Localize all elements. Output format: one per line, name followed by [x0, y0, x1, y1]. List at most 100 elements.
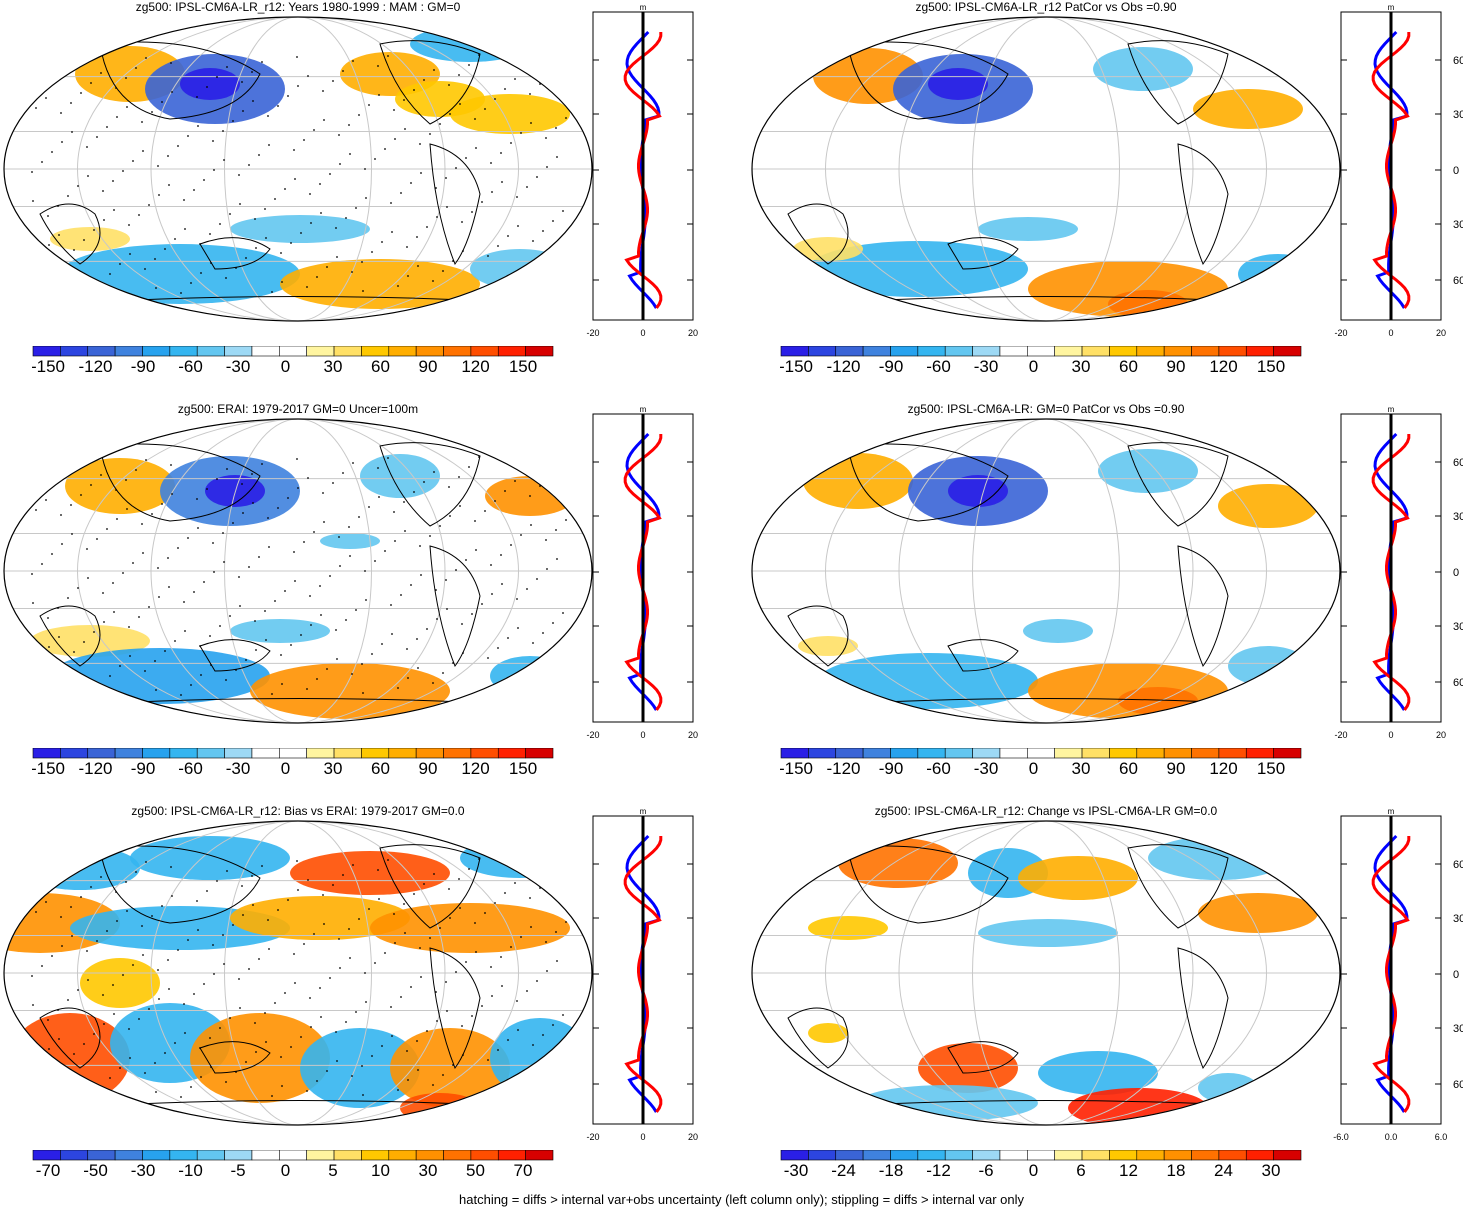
stipple-dot [419, 947, 421, 949]
stipple-dot [410, 182, 412, 184]
stipple-dot [406, 648, 408, 650]
coastline [429, 947, 481, 1070]
stipple-dot [516, 1000, 518, 1002]
stipple-dot [255, 247, 257, 249]
stipple-dot [281, 683, 283, 685]
anomaly-region [320, 533, 380, 549]
stipple-dot [113, 611, 115, 613]
stipple-dot [293, 551, 295, 553]
stipple-dot [342, 874, 344, 876]
stipple-dot [100, 876, 102, 878]
anomaly-region [490, 656, 570, 696]
stipple-dot [32, 200, 34, 202]
colorbar-swatch [525, 346, 554, 357]
stipple-dot [241, 483, 243, 485]
anomaly-region [803, 453, 913, 509]
stipple-dot [32, 1004, 34, 1006]
stipple-dot [125, 479, 127, 481]
stipple-dot [500, 554, 502, 556]
coastline [1127, 844, 1229, 929]
stipple-dot [47, 215, 49, 217]
stipple-dot [119, 665, 121, 667]
stipple-dot [116, 518, 118, 520]
stipple-dot [404, 932, 406, 934]
stipple-dot [281, 1085, 283, 1087]
stipple-dot [400, 996, 402, 998]
stipple-dot [45, 901, 47, 903]
map-p3 [3, 418, 593, 724]
stipple-dot [400, 192, 402, 194]
stipple-dot [193, 189, 195, 191]
stipple-dot [556, 156, 558, 158]
stipple-dot [229, 1017, 231, 1019]
panel-title: zg500: IPSL-CM6A-LR_r12: Change vs IPSL-… [874, 804, 1218, 818]
stipple-dot [58, 234, 60, 236]
stipple-dot [362, 692, 364, 694]
stipple-dot [100, 474, 102, 476]
stipple-dot [420, 172, 422, 174]
stipple-dot [516, 598, 518, 600]
anomaly-region [390, 1028, 510, 1108]
stipple-dot [371, 251, 373, 253]
panel-p5: zg500: IPSL-CM6A-LR_r12: Bias vs ERAI: 1… [0, 804, 740, 1204]
stipple-dot [377, 467, 379, 469]
stipple-dot [119, 1067, 121, 1069]
stipple-dot [536, 176, 538, 178]
stipple-dot [267, 919, 269, 921]
profile-x-tick: 0 [1388, 328, 1393, 338]
stipple-dot [309, 193, 311, 195]
stipple-dot [154, 258, 156, 260]
colorbar-swatch [917, 346, 946, 357]
profile-lat-label: 30N [1453, 913, 1463, 925]
stipple-dot [200, 272, 202, 274]
stipple-dot [245, 659, 247, 661]
stipple-dot [417, 1069, 419, 1071]
coastline [379, 442, 481, 527]
anomaly-region [793, 237, 863, 261]
coastline [847, 443, 1009, 522]
colorbar-swatch [1163, 346, 1192, 357]
map-outline [3, 16, 593, 322]
colorbar-swatch [1109, 1150, 1138, 1161]
stipple-dot [368, 104, 370, 106]
stipple-dot [132, 160, 134, 162]
coastline [99, 41, 261, 120]
anomaly-region [1018, 856, 1138, 900]
stipple-dot [494, 500, 496, 502]
stipple-dot [67, 195, 69, 197]
stipple-dot [87, 979, 89, 981]
stipple-dot [445, 981, 447, 983]
stipple-dot [67, 999, 69, 1001]
stipple-dot [83, 641, 85, 643]
panel-p6: zg500: IPSL-CM6A-LR_r12: Change vs IPSL-… [748, 804, 1483, 1204]
stipple-dot [128, 626, 130, 628]
stipple-dot [212, 944, 214, 946]
map-p6 [751, 820, 1341, 1126]
stipple-dot [155, 689, 157, 691]
profile-unit: m [640, 405, 647, 414]
obs-zonal-line [1371, 836, 1411, 1113]
stipple-dot [264, 610, 266, 612]
stipple-dot [526, 990, 528, 992]
stipple-dot [339, 163, 341, 165]
colorbar-label: 0 [1029, 759, 1038, 778]
stipple-dot [251, 875, 253, 877]
stipple-dot [174, 238, 176, 240]
stipple-dot [271, 1095, 273, 1097]
obs-zonal-line [623, 836, 663, 1113]
stipple-dot [461, 221, 463, 223]
colorbar-swatch [415, 1150, 444, 1161]
stipple-dot [96, 538, 98, 540]
stipple-dot [229, 615, 231, 617]
stipple-dot [151, 111, 153, 113]
stipple-dot [342, 70, 344, 72]
colorbar-swatch [835, 748, 864, 759]
stipple-dot [64, 1092, 66, 1094]
stipple-dot [339, 565, 341, 567]
stipple-dot [142, 954, 144, 956]
colorbar-label: -150 [780, 759, 813, 778]
stipple-dot [29, 455, 31, 457]
stipple-dot [248, 164, 250, 166]
stipple-dot [254, 1022, 256, 1024]
stipple-dot [514, 882, 516, 884]
